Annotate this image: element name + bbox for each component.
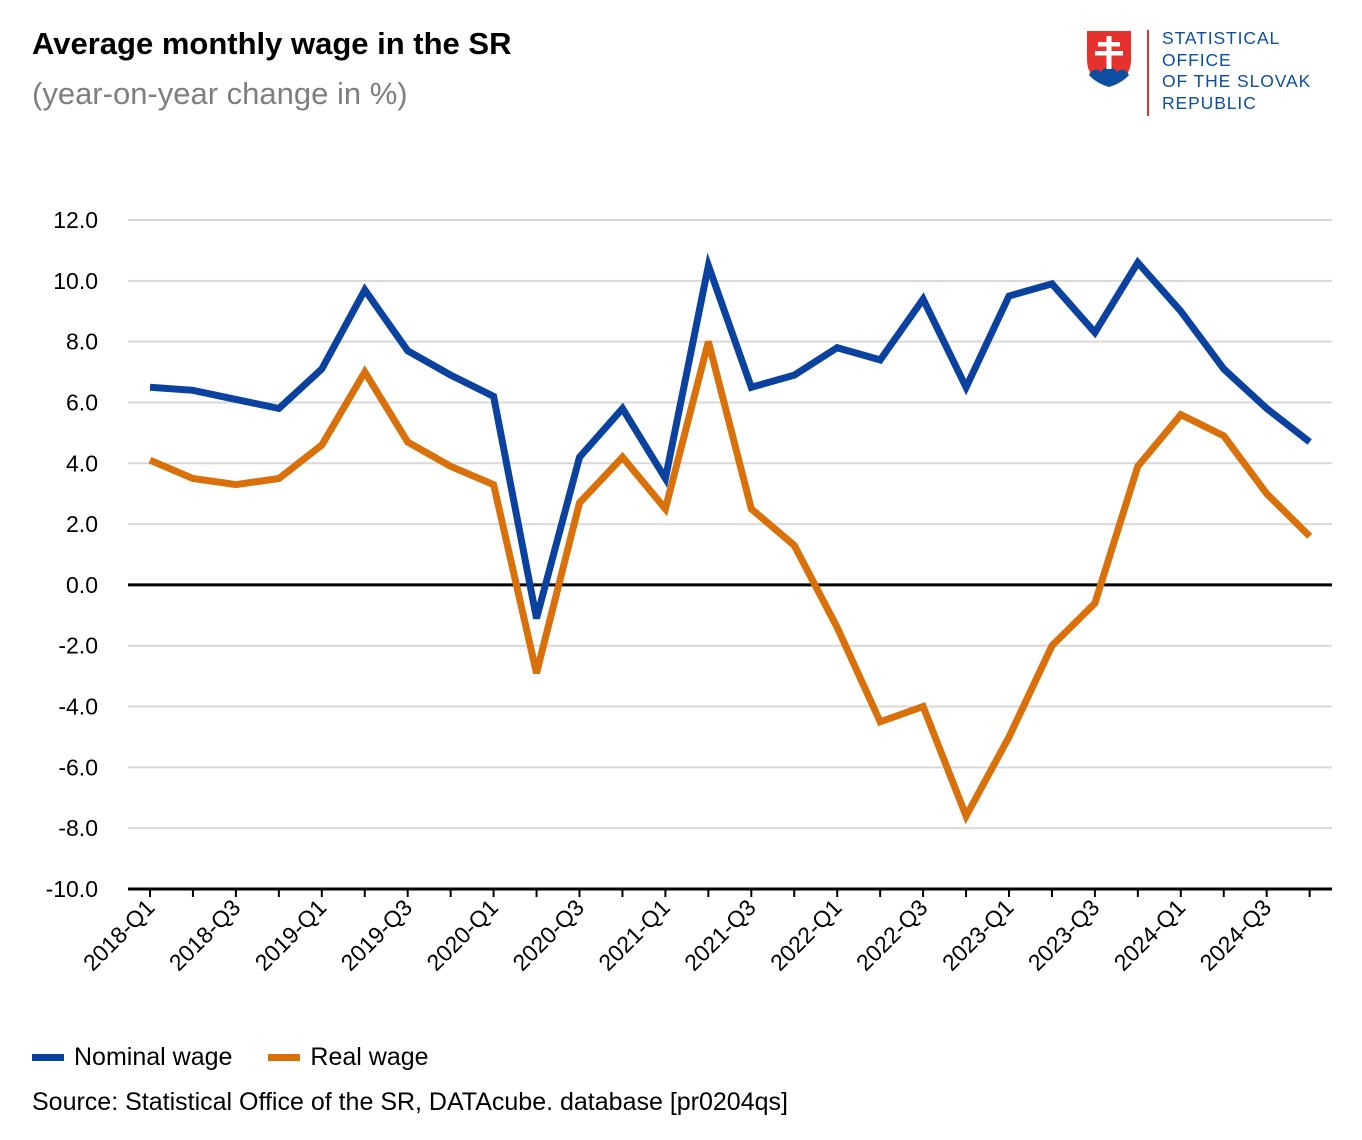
- series-line-real-wage: [148, 340, 1313, 825]
- legend: Nominal wage Real wage: [32, 1040, 465, 1074]
- x-tick-label: 2018-Q3: [164, 894, 246, 976]
- logo-text: STATISTICAL OFFICE OF THE SLOVAK REPUBLI…: [1162, 28, 1311, 114]
- x-tick-label: 2022-Q1: [765, 894, 847, 976]
- legend-item-real[interactable]: Real wage: [268, 1042, 429, 1072]
- chart-subtitle: (year-on-year change in %): [32, 76, 408, 111]
- line-chart: 12.0 10.0 8.0 6.0 4.0 2.0 0.0 -2.0 -4.0 -6.0 -8.0 -…: [46, 207, 1332, 976]
- x-tick-label: 2024-Q3: [1195, 894, 1277, 976]
- legend-label-nominal: Nominal wage: [74, 1042, 233, 1071]
- x-tick-label: 2021-Q3: [679, 894, 761, 976]
- y-tick-label: 12.0: [53, 207, 98, 233]
- grid-lines: [128, 219, 1332, 891]
- y-tick-label: 2.0: [66, 511, 98, 537]
- statistical-office-logo[interactable]: STATISTICAL OFFICE OF THE SLOVAK REPUBLI…: [1084, 28, 1334, 118]
- logo-line-3: OF THE SLOVAK: [1162, 71, 1312, 91]
- y-tick-label: 0.0: [66, 572, 98, 598]
- x-tick-label: 2020-Q1: [421, 894, 503, 976]
- y-axis-tick-labels: 12.0 10.0 8.0 6.0 4.0 2.0 0.0 -2.0 -4.0 -6.0 -8.0 -…: [46, 207, 98, 902]
- x-tick-label: 2023-Q3: [1023, 894, 1105, 976]
- logo-divider: [1147, 30, 1149, 116]
- x-tick-label: 2018-Q1: [78, 894, 160, 976]
- x-tick-label: 2019-Q3: [336, 894, 418, 976]
- x-tick-label: 2024-Q1: [1109, 894, 1191, 976]
- legend-label-real: Real wage: [310, 1042, 429, 1071]
- y-tick-label: -2.0: [58, 633, 98, 659]
- series-line-nominal-wage: [149, 252, 1312, 620]
- y-tick-label: -6.0: [58, 754, 98, 780]
- logo-line-1: STATISTICAL: [1162, 28, 1281, 48]
- x-tick-label: 2020-Q3: [507, 894, 589, 976]
- logo-line-2: OFFICE: [1162, 49, 1232, 70]
- y-tick-label: 6.0: [66, 389, 98, 415]
- x-tick-label: 2023-Q1: [937, 894, 1019, 976]
- x-tick-label: 2022-Q3: [851, 894, 933, 976]
- x-axis: 2018-Q1 2018-Q3 2019-Q1 2019-Q3 2020-Q1 2020-…: [78, 889, 1311, 976]
- x-tick-label: 2021-Q1: [593, 894, 675, 976]
- source-note: Source: Statistical Office of the SR, DA…: [32, 1088, 788, 1116]
- slovak-coat-of-arms-icon: [1085, 29, 1133, 90]
- logo-line-4: REPUBLIC: [1162, 92, 1257, 113]
- y-tick-label: 10.0: [53, 268, 98, 294]
- legend-swatch-nominal: [32, 1053, 64, 1061]
- y-tick-label: -8.0: [58, 815, 98, 841]
- legend-swatch-real: [268, 1053, 301, 1061]
- series-lines: [148, 252, 1313, 825]
- chart-title: Average monthly wage in the SR: [32, 26, 512, 61]
- legend-item-nominal[interactable]: Nominal wage: [32, 1043, 232, 1072]
- y-tick-label: 4.0: [66, 450, 98, 476]
- x-tick-label: 2019-Q1: [250, 894, 332, 976]
- y-tick-label: -10.0: [46, 876, 98, 902]
- y-tick-label: 8.0: [66, 329, 98, 355]
- y-tick-label: -4.0: [58, 694, 98, 720]
